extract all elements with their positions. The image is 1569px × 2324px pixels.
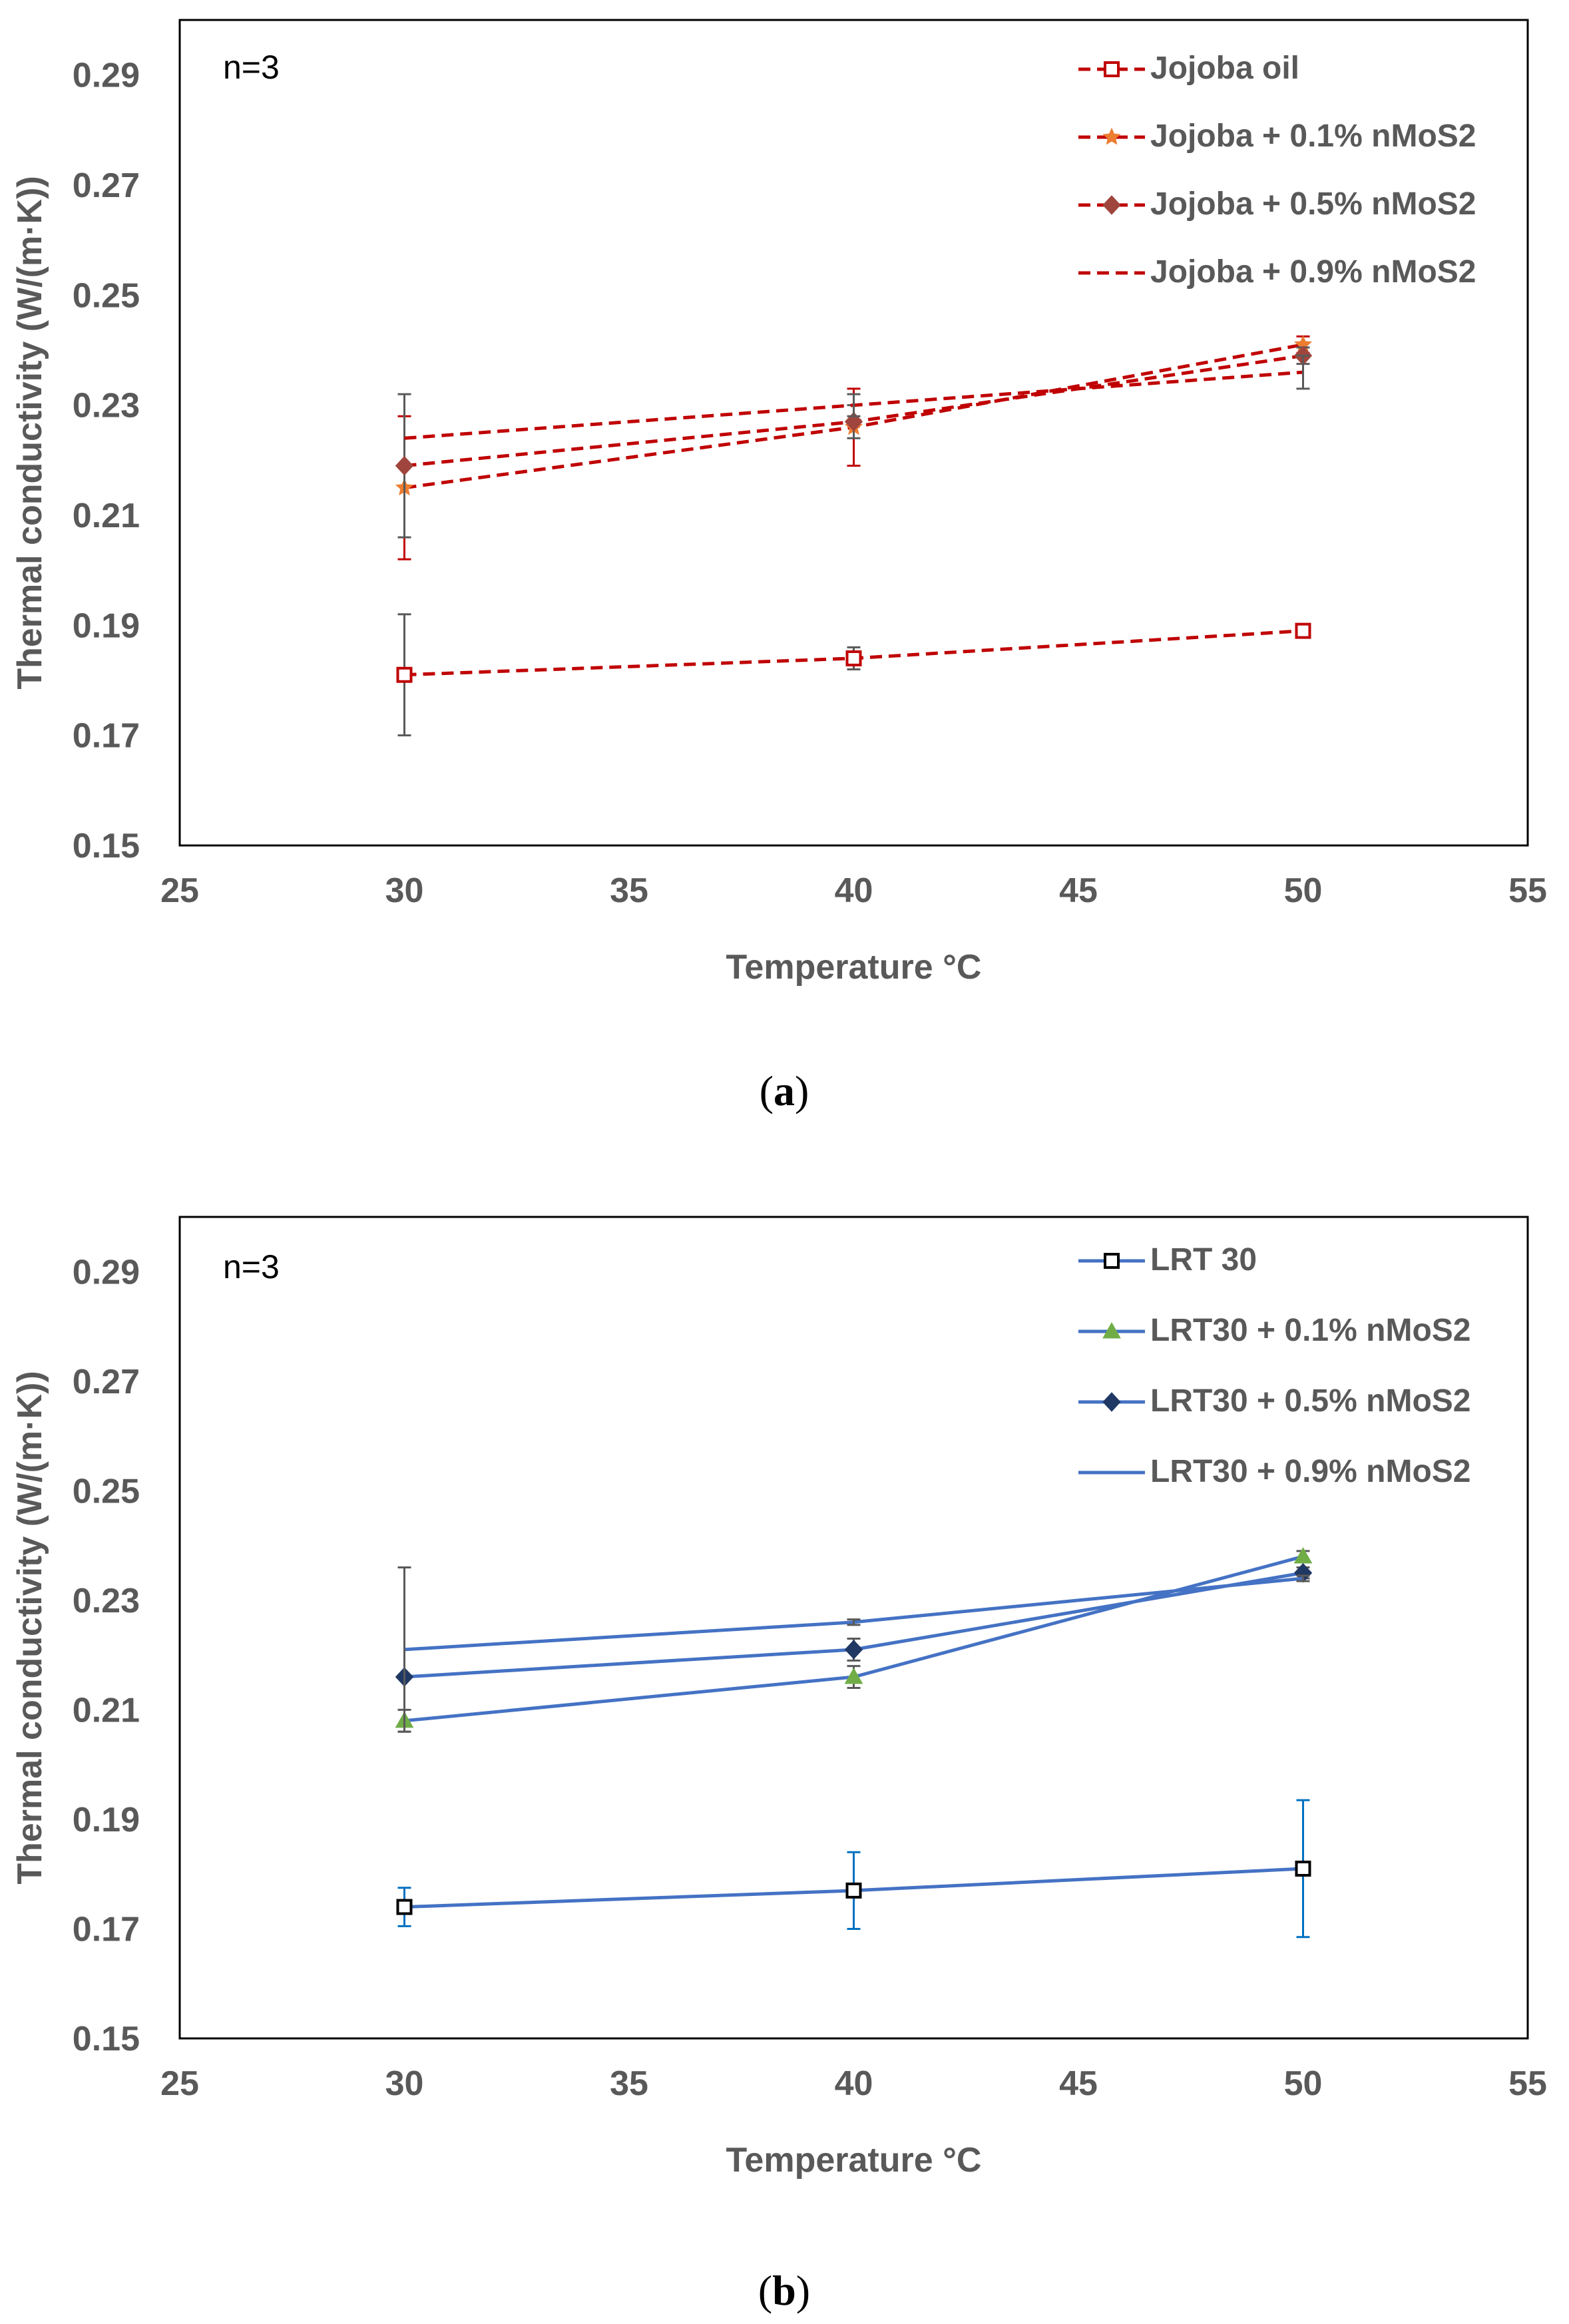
legend-marker [1104,61,1120,77]
data-point [396,1899,413,1915]
chart-panel-b: 25 30 35 40 45 50 55 0.15 0.17 0.19 0.21 0.23 0.25 0.… [11,1216,1547,2314]
y-tick-label: 0.25 [73,276,140,315]
sample-count-annotation: n=3 [223,1248,280,1285]
legend-label: Jojoba + 0.1% nMoS2 [1150,118,1476,154]
legend-label: LRT 30 [1150,1242,1257,1278]
y-tick-label: 0.29 [73,57,140,95]
y-tick-label: 0.15 [73,2020,140,2058]
x-axis-title: Temperature °C [726,948,982,987]
x-tick-label: 25 [160,2064,199,2103]
x-tick-label: 40 [835,2064,873,2103]
x-tick-label: 30 [385,2064,424,2103]
y-tick-label: 0.23 [73,1582,140,1620]
data-point [844,1640,863,1660]
y-tick-label: 0.15 [73,827,140,865]
x-tick-label: 35 [610,2064,648,2103]
x-tick-label: 50 [1284,871,1323,910]
x-tick-label: 45 [1059,2064,1098,2103]
legend-label: Jojoba + 0.5% nMoS2 [1150,186,1476,222]
data-point [1295,1860,1311,1877]
x-tick-label: 35 [610,871,648,910]
x-axis-title: Temperature °C [726,2141,982,2180]
data-point [845,1882,862,1899]
legend-label: Jojoba oil [1150,51,1299,86]
sample-count-annotation: n=3 [223,49,280,86]
legend-marker [1104,1253,1120,1269]
y-tick-label: 0.25 [73,1472,140,1511]
legend-label: LRT30 + 0.5% nMoS2 [1150,1383,1470,1419]
y-tick-label: 0.19 [73,1801,140,1839]
y-tick-label: 0.27 [73,1363,140,1401]
x-tick-label: 30 [385,871,424,910]
data-point [844,1668,863,1684]
y-axis-title: Thermal conductivity (W/(m·K)) [11,1371,49,1884]
y-axis-title: Thermal conductivity (W/(m·K)) [11,176,49,689]
panel-caption: (b) [758,2267,810,2314]
series-lrt-30 [396,1799,1311,1939]
series-jojoba-0-9-nmos2 [404,354,1310,440]
series-jojoba-0-1-nmos2 [395,335,1313,561]
x-tick-label: 50 [1284,2064,1323,2103]
legend-label: LRT30 + 0.9% nMoS2 [1150,1454,1470,1489]
x-tick-label: 55 [1508,2064,1547,2103]
x-tick-label: 45 [1059,871,1098,910]
y-tick-label: 0.19 [73,606,140,645]
series-jojoba-oil [396,613,1311,737]
legend-marker [1102,127,1121,145]
x-tick-label: 25 [160,871,199,910]
plot-area [178,19,1529,847]
data-point [845,650,862,666]
x-tick-label: 55 [1508,871,1547,910]
plot-area [178,1216,1529,2040]
chart-panel-a: 25 30 35 40 45 50 55 0.15 0.17 0.19 0.21 0.23 0.25 0.… [11,19,1547,1114]
data-point [395,455,414,476]
y-tick-label: 0.27 [73,166,140,205]
panel-caption: (a) [760,1067,809,1114]
legend-marker [1102,195,1121,215]
y-tick-label: 0.17 [73,717,140,756]
legend-label: LRT30 + 0.1% nMoS2 [1150,1313,1470,1348]
y-tick-label: 0.17 [73,1910,140,1949]
legend-label: Jojoba + 0.9% nMoS2 [1150,254,1476,290]
legend-marker [1102,1392,1121,1412]
legend-marker [1102,1321,1121,1339]
data-point [1295,622,1311,639]
y-tick-label: 0.21 [73,497,140,535]
y-tick-label: 0.29 [73,1253,140,1291]
y-tick-label: 0.23 [73,387,140,425]
data-point [396,666,413,683]
y-tick-label: 0.21 [73,1691,140,1730]
x-tick-label: 40 [835,871,873,910]
series-lrt30-0-9-nmos2 [397,1566,1310,1733]
